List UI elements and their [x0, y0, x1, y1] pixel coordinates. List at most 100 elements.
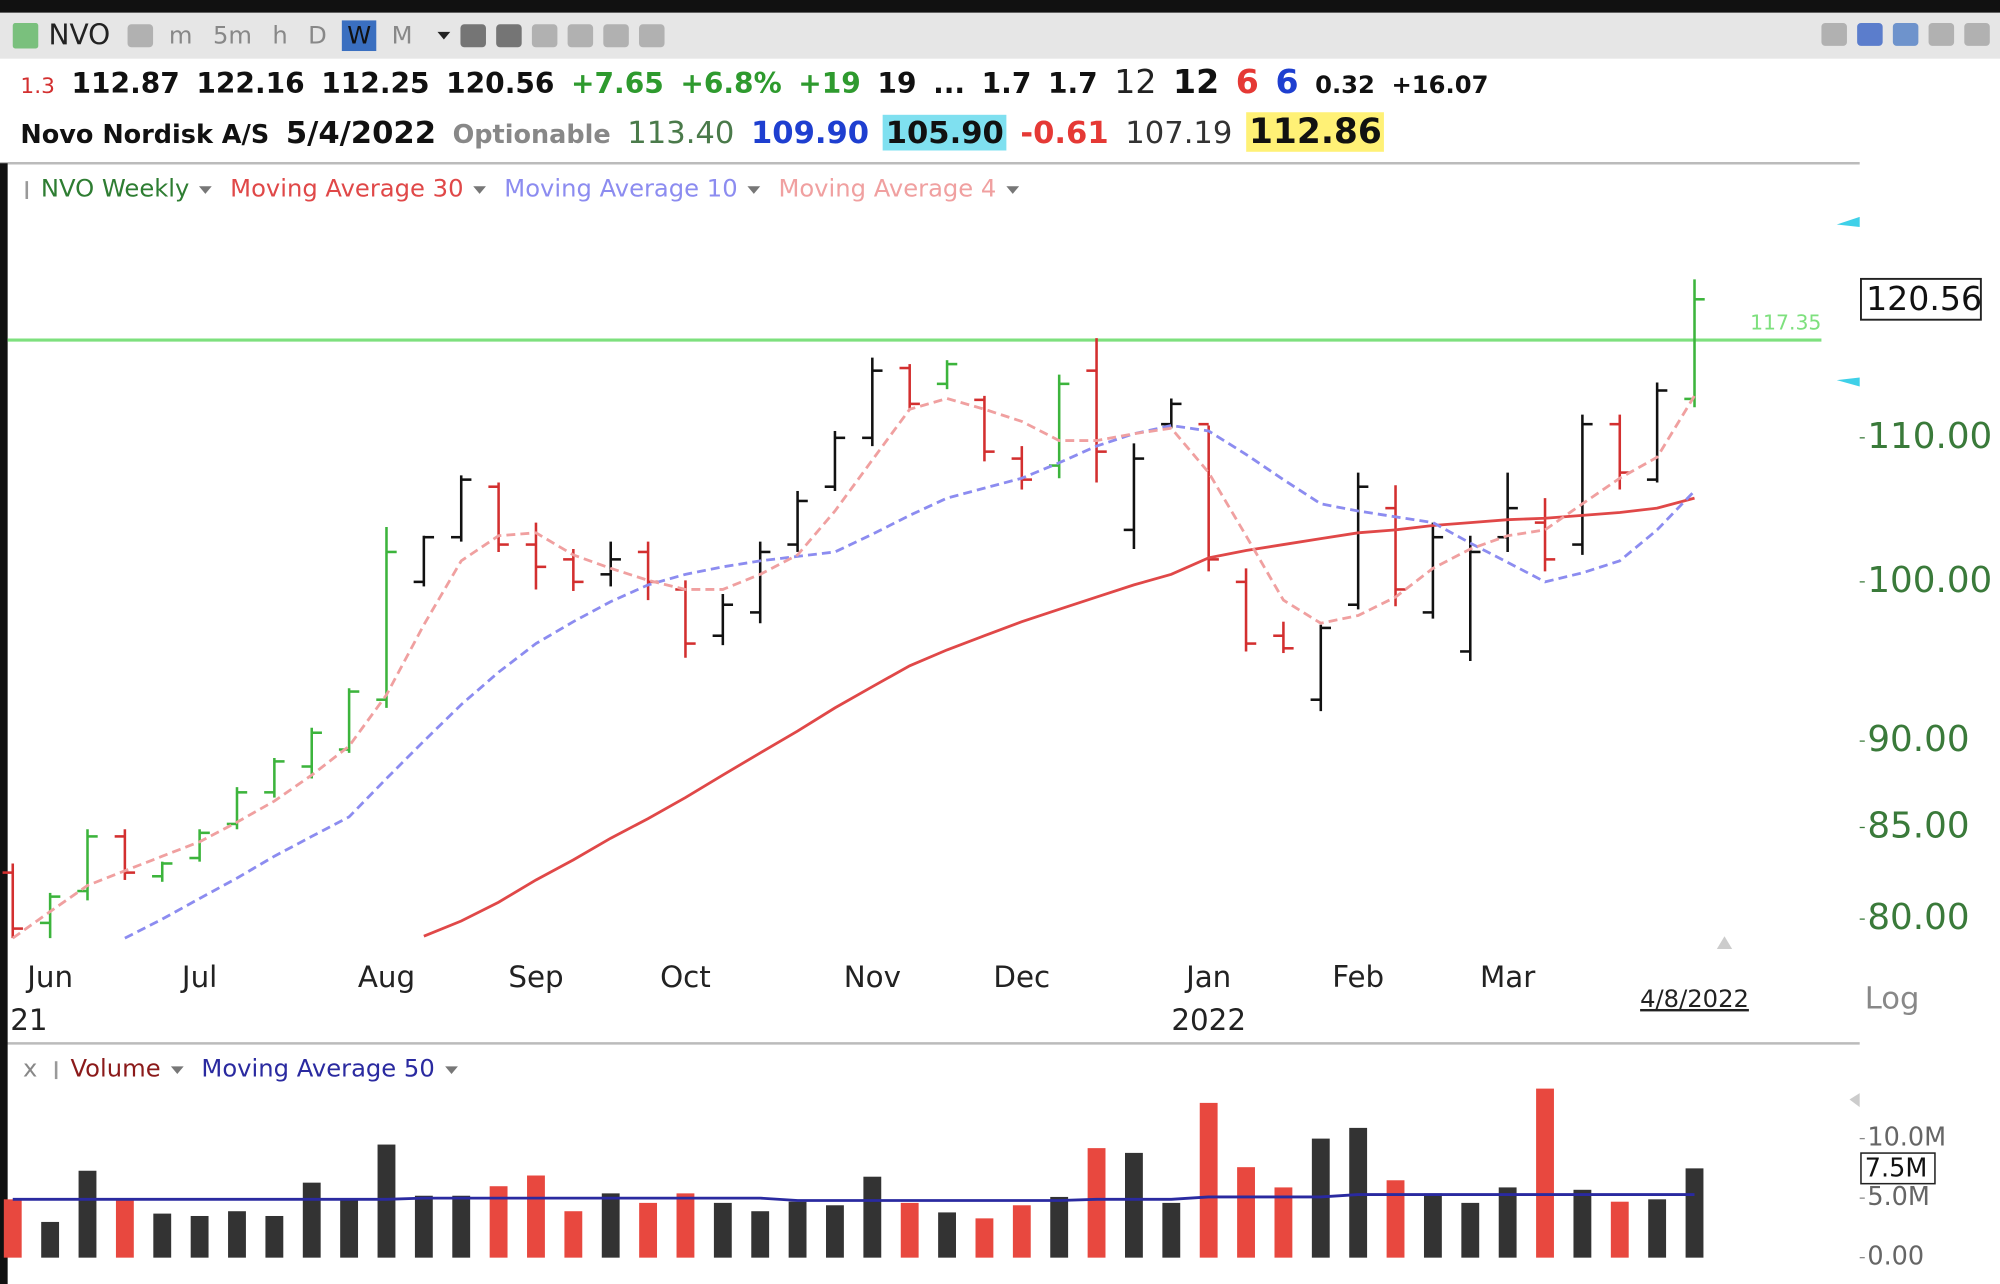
x-year-label: 2022	[1171, 1003, 1246, 1037]
toolbar-right	[1821, 22, 1990, 46]
legend-item[interactable]: Moving Average 30	[230, 174, 487, 203]
last-volume-box	[1860, 1152, 1936, 1185]
volume-bar	[788, 1201, 807, 1258]
legend-caret	[444, 1065, 458, 1074]
y-tick-label: 0.00	[1867, 1242, 1924, 1272]
legend-label: Volume	[70, 1054, 161, 1083]
volume-bar	[302, 1182, 321, 1258]
volume-bar	[1050, 1196, 1069, 1258]
quote-value: 6	[1235, 63, 1259, 103]
volume-bar	[751, 1211, 770, 1258]
volume-bar	[228, 1211, 246, 1258]
legend-label: NVO Weekly	[40, 174, 190, 203]
text-tool[interactable]	[461, 24, 487, 48]
scroll-marker	[1716, 936, 1733, 949]
volume-bar	[265, 1215, 284, 1258]
interval-button[interactable]: m	[168, 21, 193, 50]
move-icon[interactable]	[1964, 22, 1990, 46]
volume-bar	[1386, 1180, 1405, 1258]
x-tick-label: Aug	[358, 960, 415, 994]
legend-label: Moving Average 30	[230, 174, 464, 203]
volume-bar	[601, 1193, 620, 1258]
volume-bar	[3, 1199, 22, 1258]
volume-bar	[115, 1199, 134, 1258]
quote-value: 112.86	[1246, 112, 1385, 152]
volume-bar	[1536, 1088, 1554, 1258]
note-tool[interactable]	[603, 24, 630, 48]
quote-value: 107.19	[1125, 114, 1233, 151]
volume-bar	[527, 1175, 545, 1258]
close-panel[interactable]: x	[22, 1054, 38, 1083]
link-icon[interactable]	[128, 24, 154, 48]
volume-bar	[564, 1211, 583, 1258]
title-bar	[0, 0, 2000, 13]
legend-item[interactable]: NVO Weekly	[25, 174, 213, 203]
interval-button[interactable]: M	[391, 21, 413, 50]
save-icon[interactable]	[1928, 22, 1955, 46]
last-volume-label: 7.5M	[1865, 1154, 1928, 1184]
volume-bar	[975, 1218, 994, 1258]
volume-legend: x Volume Moving Average 50	[23, 1055, 458, 1083]
volume-bar	[863, 1176, 882, 1258]
share-tool[interactable]	[639, 24, 666, 48]
volume-bar	[1237, 1167, 1255, 1258]
interval-button[interactable]: 5m	[212, 21, 252, 50]
x-tick-label: Dec	[993, 960, 1050, 994]
interval-menu[interactable]	[438, 31, 451, 40]
quote-value: 1.7	[1047, 68, 1098, 101]
interval-button[interactable]: W	[342, 20, 377, 52]
quote-value: +7.65	[571, 68, 664, 101]
grid-tool[interactable]	[532, 24, 558, 48]
volume-bar	[1349, 1127, 1368, 1258]
volume-bar	[900, 1202, 919, 1258]
scale-label: Log	[1865, 981, 1920, 1016]
star-icon[interactable]	[1821, 22, 1847, 46]
legend-label: Moving Average 4	[778, 174, 997, 203]
interval-group: m 5m h D W M	[164, 20, 418, 52]
x-tick-label: Sep	[508, 960, 563, 994]
legend-item[interactable]: Moving Average 4	[778, 174, 1020, 203]
x-tick-label: Mar	[1480, 960, 1536, 994]
quote-value: -0.61	[1020, 114, 1109, 151]
volume-bar	[1124, 1152, 1143, 1258]
quote-row: 1.3 112.87 122.16 112.25 120.56 +7.65 +6.8% +19…	[18, 64, 1491, 102]
y-tick-label: 80.00	[1867, 897, 1969, 938]
quote-value: 6	[1275, 63, 1299, 103]
volume-bar	[1461, 1202, 1480, 1258]
s-icon[interactable]	[1892, 22, 1919, 46]
volume-bar	[489, 1186, 508, 1258]
quote-value: 1.7	[981, 68, 1032, 101]
flag-icon[interactable]	[1857, 22, 1883, 46]
volume-bar	[153, 1213, 172, 1258]
draw-tool[interactable]	[568, 24, 594, 48]
legend-caret	[199, 185, 213, 194]
volume-bar	[190, 1215, 209, 1258]
legend-item[interactable]: Moving Average 50	[201, 1054, 458, 1083]
x-year-label: 21	[10, 1003, 47, 1037]
volume-bar	[639, 1202, 658, 1258]
volume-bar	[1573, 1189, 1592, 1258]
quote-value: +19	[798, 68, 861, 101]
level-label: 117.35	[1750, 311, 1821, 335]
quote-value: ...	[933, 68, 966, 101]
quote-value: +16.07	[1391, 71, 1489, 100]
volume-bar	[377, 1144, 396, 1258]
bars-tool[interactable]	[496, 24, 523, 48]
interval-button[interactable]: h	[272, 21, 288, 50]
scroll-marker	[1849, 1093, 1860, 1108]
volume-bar	[1648, 1199, 1667, 1258]
scale-marker	[1836, 216, 1860, 228]
add-button[interactable]	[12, 22, 39, 49]
x-tick-label: Jan	[1184, 960, 1231, 994]
volume-bar	[1423, 1193, 1442, 1258]
symbol[interactable]: NVO	[48, 19, 111, 52]
x-tick-label: 4/8/2022	[1640, 985, 1749, 1013]
legend-item[interactable]: Volume	[55, 1054, 184, 1083]
interval-button[interactable]: D	[308, 21, 327, 50]
volume-bar	[1199, 1102, 1218, 1258]
legend-item[interactable]: Moving Average 10	[504, 175, 761, 203]
legend-label: Moving Average 50	[201, 1054, 435, 1083]
last-price-box	[1860, 277, 1982, 321]
quote-value: 0.32	[1315, 71, 1375, 100]
